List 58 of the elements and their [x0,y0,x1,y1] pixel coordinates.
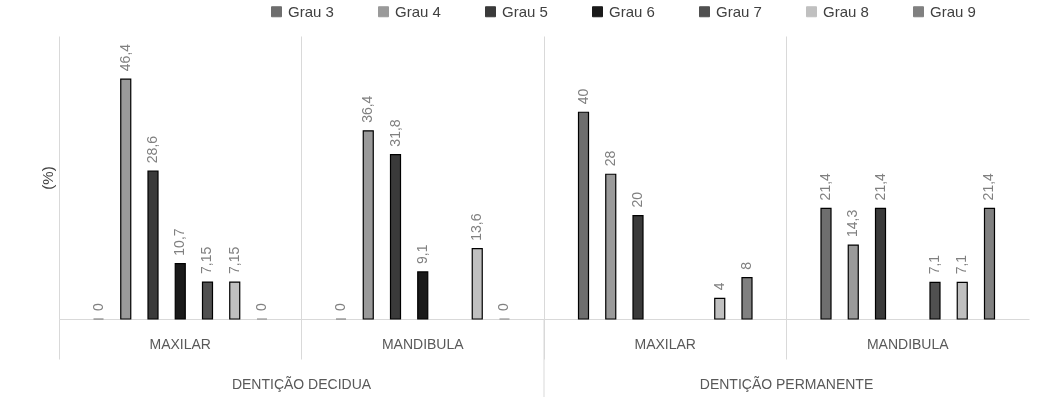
data-label: 21,4 [817,172,834,201]
legend-label: Grau 8 [823,2,869,20]
legend-label: Grau 7 [716,2,762,20]
legend-label: Grau 4 [395,2,441,20]
bar [632,215,644,320]
data-label: 0 [252,303,269,311]
data-label: 7,15 [198,246,215,275]
bar [147,170,159,320]
x-tick-label: MAXILAR [634,335,696,352]
data-label: 10,7 [171,228,188,256]
bar [820,207,832,320]
data-label: 20 [629,191,645,208]
data-label: 0 [495,303,512,311]
data-label: 0 [332,303,349,311]
x-tick-label: MANDIBULA [381,335,465,352]
bar [874,207,887,320]
x-tick-label: MAXILAR [149,335,211,352]
bar [847,244,859,320]
bar [741,277,753,320]
bar [362,130,374,320]
bar [605,173,617,320]
data-label: 0 [89,303,106,311]
data-label: 28 [601,150,618,167]
data-label: 21,4 [980,172,997,201]
bar [471,248,483,320]
bar [714,297,726,320]
bar [229,281,241,320]
legend-label: Grau 9 [930,2,976,20]
data-label: 7,15 [225,246,242,275]
x-tick-label: MANDIBULA [866,335,950,352]
bar [174,263,186,320]
data-label: 36,4 [359,95,376,123]
data-label: 46,4 [116,43,133,72]
bar [956,281,968,320]
data-label: 8 [737,261,754,270]
data-label: 21,4 [871,172,888,201]
bar [929,281,941,320]
legend-label: Grau 5 [502,2,548,20]
data-label: 7,1 [926,254,942,275]
bar [120,78,132,320]
data-label: 28,6 [144,135,160,164]
bar [577,111,590,320]
data-label: 9,1 [413,244,430,264]
bar [389,154,402,320]
bar [201,281,214,320]
bar [983,207,996,320]
data-label: 13,6 [468,213,485,241]
data-label: 7,1 [953,254,970,275]
text: DENTIÇÃO PERMANENTE [699,376,874,392]
legend-label: Grau 6 [609,2,655,20]
y-axis-title: (%) [38,166,56,190]
text: DENTIÇÃO DECIDUA [231,376,372,392]
data-label: 14,3 [844,209,861,238]
data-label: 40 [574,88,591,105]
legend-label: Grau 3 [288,2,334,20]
data-label: 4 [710,282,727,291]
bar [417,271,429,320]
data-label: 31,8 [386,119,403,147]
